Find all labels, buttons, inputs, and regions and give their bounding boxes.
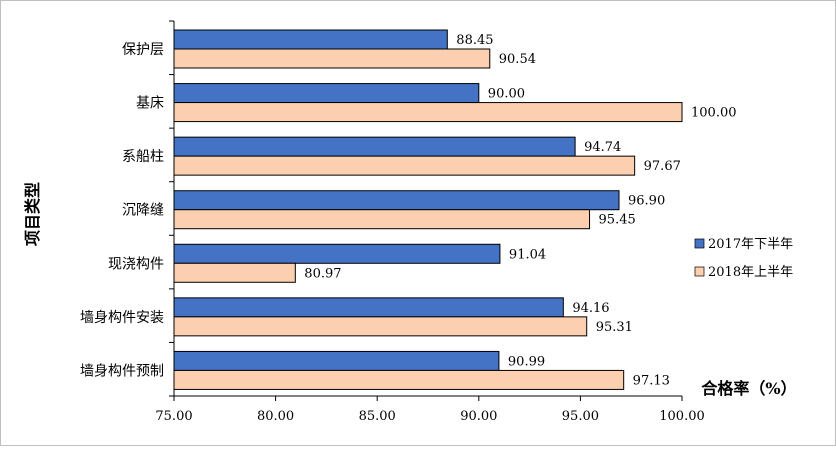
category-label-6: 墙身构件安装 [80, 310, 164, 326]
category-label-1: 保护层 [122, 42, 164, 58]
legend-swatch-series-2 [694, 266, 705, 277]
bars-layer [173, 29, 683, 390]
bar-series-1-cat-5 [173, 243, 501, 264]
data-label-series-1-cat-1: 88.45 [456, 33, 493, 48]
data-label-series-1-cat-2: 90.00 [488, 87, 525, 102]
legend-label-series-2: 2018年上半年 [708, 265, 793, 280]
data-label-series-2-cat-5: 80.97 [304, 266, 341, 281]
bar-series-2-cat-6 [173, 316, 588, 337]
legend-item-series-1: 2017年下半年 [694, 237, 793, 252]
data-label-series-1-cat-3: 94.74 [584, 140, 621, 155]
bar-series-2-cat-3 [173, 155, 636, 176]
x-tick-label-3: 85.00 [359, 409, 396, 424]
data-label-series-1-cat-5: 91.04 [509, 247, 546, 262]
data-label-series-2-cat-6: 95.31 [596, 320, 633, 335]
category-label-5: 现浇构件 [108, 256, 164, 272]
x-tick-label-6: 100.00 [659, 409, 705, 424]
bar-series-1-cat-6 [173, 297, 564, 318]
bar-series-2-cat-2 [173, 102, 683, 123]
legend-swatch-series-1 [694, 238, 705, 249]
category-label-7: 墙身构件预制 [80, 363, 164, 379]
data-label-series-1-cat-6: 94.16 [572, 301, 609, 316]
category-label-4: 沉降缝 [122, 203, 164, 219]
data-label-series-2-cat-3: 97.67 [644, 159, 681, 174]
bar-series-2-cat-4 [173, 209, 591, 230]
data-label-series-1-cat-7: 90.99 [508, 354, 545, 369]
x-tick-label-5: 95.00 [562, 409, 599, 424]
legend: 2017年下半年 2018年上半年 [694, 237, 793, 280]
x-axis-title: 合格率（%） [701, 379, 796, 398]
x-tick-label-2: 80.00 [257, 409, 294, 424]
data-label-series-2-cat-7: 97.13 [633, 373, 670, 388]
bar-series-2-cat-5 [173, 262, 296, 283]
bar-series-1-cat-1 [173, 29, 448, 50]
bar-series-1-cat-4 [173, 190, 620, 211]
bar-series-1-cat-7 [173, 350, 500, 371]
legend-item-series-2: 2018年上半年 [694, 265, 793, 280]
bar-series-1-cat-3 [173, 136, 576, 157]
labels-layer: 88.45 90.54 保护层 90.00 100.00 基床 94.74 97.67 系船柱 9… [80, 33, 737, 424]
axes-layer [169, 20, 683, 401]
bar-series-1-cat-2 [173, 83, 480, 104]
legend-label-series-1: 2017年下半年 [708, 237, 793, 252]
category-label-3: 系船柱 [122, 149, 164, 165]
category-label-2: 基床 [136, 95, 164, 112]
data-label-series-1-cat-4: 96.90 [628, 194, 665, 209]
data-label-series-2-cat-2: 100.00 [691, 106, 737, 121]
bar-series-2-cat-7 [173, 369, 625, 390]
y-axis-title: 项目类型 [23, 182, 42, 246]
x-tick-label-4: 90.00 [460, 409, 497, 424]
data-label-series-2-cat-4: 95.45 [599, 213, 636, 228]
x-tick-label-1: 75.00 [155, 409, 192, 424]
bar-series-2-cat-1 [173, 48, 491, 69]
data-label-series-2-cat-1: 90.54 [499, 52, 536, 67]
